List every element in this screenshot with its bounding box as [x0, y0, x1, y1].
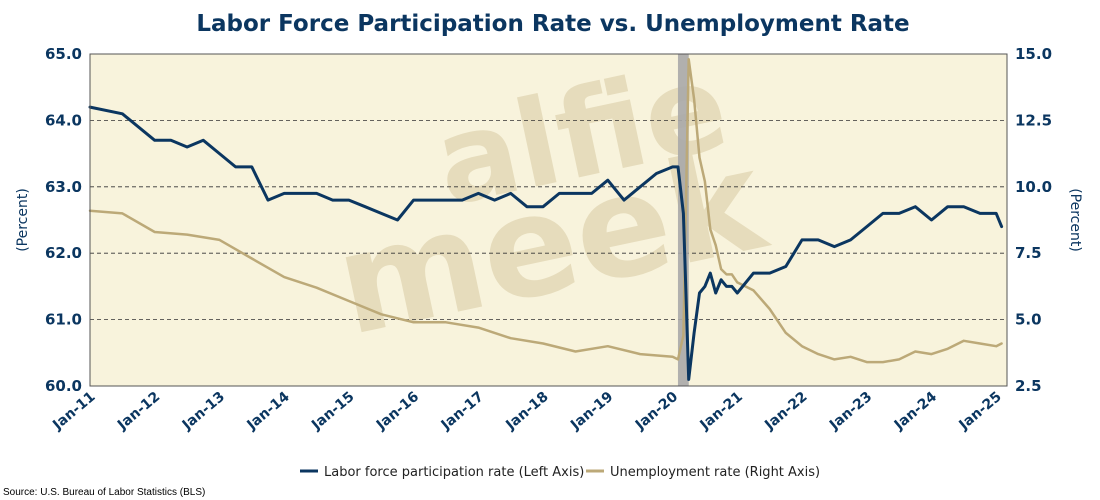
x-tick-label: Jan-14 [243, 389, 292, 434]
right-tick-label: 7.5 [1015, 244, 1042, 262]
x-tick-label: Jan-17 [438, 389, 487, 434]
right-tick-label: 12.5 [1015, 111, 1052, 129]
left-tick-label: 61.0 [45, 311, 82, 329]
left-tick-label: 65.0 [45, 45, 82, 63]
right-tick-label: 15.0 [1015, 45, 1052, 63]
x-tick-label: Jan-18 [502, 389, 551, 434]
left-axis-label: (Percent) [15, 188, 31, 252]
source-note: Source: U.S. Bureau of Labor Statistics … [3, 487, 205, 498]
left-tick-label: 60.0 [45, 377, 82, 395]
x-tick-label: Jan-19 [567, 389, 616, 434]
x-tick-label: Jan-11 [49, 389, 98, 434]
plot-area [90, 54, 1007, 386]
legend: Labor force participation rate (Left Axi… [300, 465, 820, 480]
series-line-lfpr [88, 105, 1004, 381]
left-tick-label: 64.0 [45, 111, 82, 129]
x-tick-label: Jan-20 [632, 389, 681, 434]
plot-border [89, 53, 1008, 387]
series-lines [88, 58, 1004, 381]
x-tick-label: Jan-22 [761, 389, 810, 434]
left-tick-label: 63.0 [45, 178, 82, 196]
x-tick-label: Jan-16 [373, 389, 422, 434]
x-tick-label: Jan-21 [697, 389, 746, 434]
chart-title: Labor Force Participation Rate vs. Unemp… [196, 11, 909, 37]
legend-label-unrate: Unemployment rate (Right Axis) [610, 465, 820, 480]
x-tick-label: Jan-25 [955, 389, 1004, 434]
right-tick-label: 5.0 [1015, 311, 1042, 329]
x-tick-label: Jan-23 [826, 389, 875, 434]
gridlines [90, 120, 1007, 321]
left-tick-label: 62.0 [45, 244, 82, 262]
x-tick-label: Jan-12 [114, 389, 163, 434]
x-tick-label: Jan-15 [308, 389, 357, 434]
right-tick-label: 2.5 [1015, 377, 1042, 395]
right-axis-label: (Percent) [1067, 188, 1083, 252]
right-tick-label: 10.0 [1015, 178, 1052, 196]
legend-label-lfpr: Labor force participation rate (Left Axi… [324, 465, 584, 480]
right-axis-ticks: 2.5 5.0 7.5 10.0 12.5 15.0 [1015, 45, 1052, 395]
x-axis-ticks: Jan-11 Jan-12 Jan-13 Jan-14 Jan-15 Jan-16 Jan-… [49, 389, 1005, 434]
x-tick-label: Jan-13 [179, 389, 228, 434]
left-axis-ticks: 60.0 61.0 62.0 63.0 64.0 65.0 [45, 45, 82, 395]
x-tick-label: Jan-24 [891, 389, 940, 434]
series-line-unrate [88, 58, 1003, 364]
